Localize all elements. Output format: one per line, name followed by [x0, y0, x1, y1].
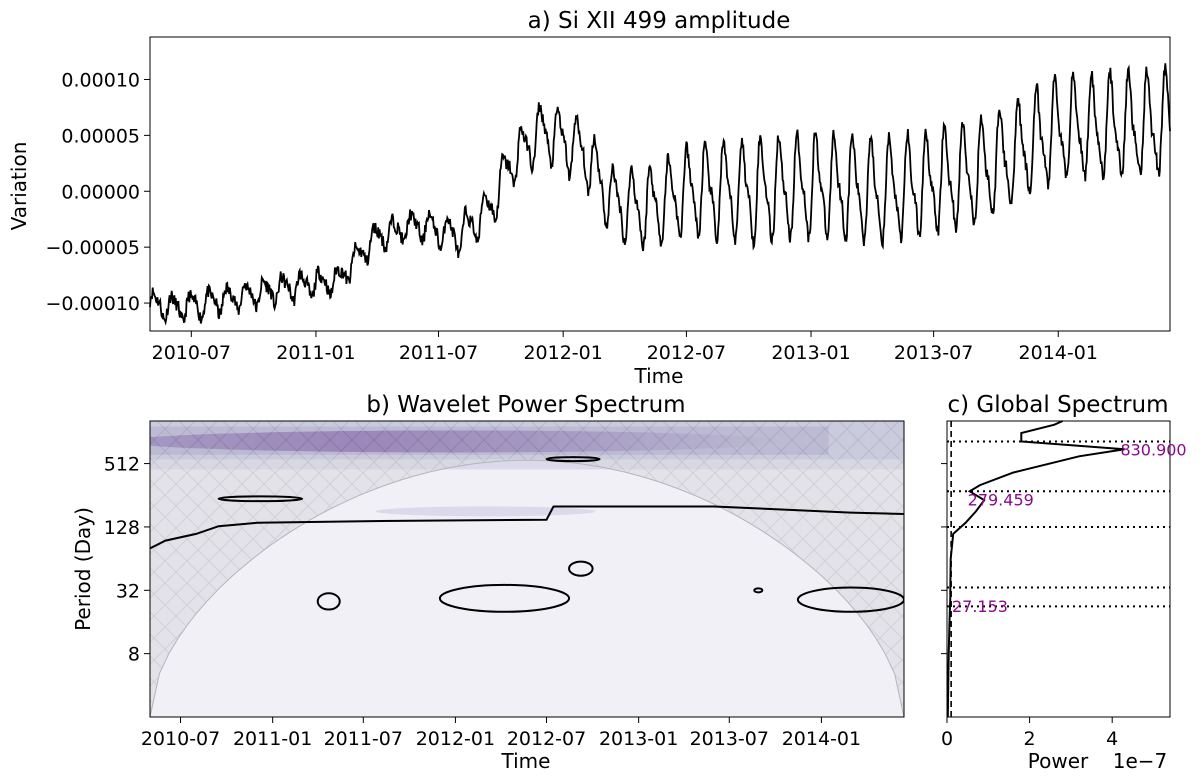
x-tick-label: 2010-07 [152, 342, 231, 364]
significance-contour-main [150, 505, 904, 550]
y-tick-label: 32 [116, 580, 140, 602]
x-tick-label: 2011-07 [324, 728, 403, 750]
y-tick-label: 0.00000 [61, 181, 140, 203]
panel-b-ylabel: Period (Day) [71, 507, 95, 631]
x-tick-label: 2012-01 [416, 728, 495, 750]
panel-b-y-ticks: 8 32 128 512 [104, 454, 150, 666]
x-tick-label: 2012-07 [647, 342, 726, 364]
wavelet-plot-area [150, 421, 904, 717]
x-tick-label: 2012-01 [523, 342, 602, 364]
panel-c-series [946, 420, 1170, 718]
panel-a-frame [149, 36, 1171, 332]
x-tick-label: 0 [941, 728, 953, 750]
x-tick-label: 4 [1106, 728, 1118, 750]
x-tick-label: 2013-01 [771, 342, 850, 364]
peak-label: 279.459 [968, 490, 1034, 509]
power-faint-patch [375, 506, 596, 517]
peak-label: 27.153 [952, 597, 1008, 616]
panel-a-variation: a) Si XII 499 amplitude 2010-07 2011-01 20… [7, 8, 1171, 388]
panel-a-x-ticks: 2010-07 2011-01 2011-07 2012-01 2012-07 2013-… [152, 331, 1098, 364]
panel-c-global-spectrum: c) Global Spectrum 0 2 4 830.900 279.459 27.… [941, 392, 1187, 773]
x-tick-label: 2011-07 [399, 342, 478, 364]
y-tick-label: −0.00010 [46, 293, 141, 315]
panel-a-series [149, 63, 1171, 326]
panel-b-x-ticks: 2010-07 2011-01 2011-07 2012-01 2012-07 2013-… [141, 717, 861, 750]
contour [217, 495, 304, 503]
panel-b-wavelet: b) Wavelet Power Spectrum 2010-07 2011-01… [71, 392, 905, 773]
contour [316, 592, 341, 611]
panel-c-x-ticks: 0 2 4 [941, 717, 1118, 750]
y-tick-label: 0.00010 [61, 69, 140, 91]
x-tick-label: 2010-07 [141, 728, 220, 750]
x-tick-label: 2014-01 [1019, 342, 1098, 364]
panel-c-offset-label: 1e−7 [1113, 749, 1168, 773]
y-tick-label: 8 [128, 644, 140, 666]
global-spectrum-line [946, 420, 1125, 718]
peak-label: 830.900 [1120, 440, 1186, 459]
x-tick-label: 2014-01 [782, 728, 861, 750]
contour [545, 456, 601, 463]
panel-c-title: c) Global Spectrum [947, 392, 1168, 418]
panel-c-xlabel: Power [1028, 749, 1089, 773]
y-tick-label: 0.00005 [61, 125, 140, 147]
x-tick-label: 2013-07 [894, 342, 973, 364]
y-tick-label: −0.00005 [46, 237, 141, 259]
contour [753, 587, 764, 594]
y-tick-label: 512 [104, 454, 140, 476]
panel-b-xlabel: Time [501, 749, 551, 773]
panel-a-title: a) Si XII 499 amplitude [528, 8, 791, 34]
contour [796, 586, 904, 613]
panel-a-xlabel: Time [634, 364, 684, 388]
x-tick-label: 2011-01 [276, 342, 355, 364]
contour [438, 583, 571, 613]
peak-labels: 830.900 279.459 27.153 [952, 440, 1187, 615]
panel-a-y-ticks: −0.00010 −0.00005 0.00000 0.00005 0.00010 [46, 69, 150, 315]
y-tick-label: 128 [104, 517, 140, 539]
x-tick-label: 2013-07 [690, 728, 769, 750]
x-tick-label: 2012-07 [507, 728, 586, 750]
variation-line [149, 63, 1171, 326]
contour [568, 560, 594, 577]
panel-a-ylabel: Variation [7, 142, 31, 231]
panel-c-frame [946, 420, 1171, 718]
panel-b-title: b) Wavelet Power Spectrum [366, 392, 685, 418]
panel-c-y-ticks [941, 463, 947, 655]
x-tick-label: 2 [1024, 728, 1036, 750]
x-tick-label: 2013-01 [599, 728, 678, 750]
cone-of-influence [150, 421, 904, 717]
panel-b-frame [149, 420, 905, 718]
x-tick-label: 2011-01 [233, 728, 312, 750]
significance-contours [150, 456, 904, 613]
